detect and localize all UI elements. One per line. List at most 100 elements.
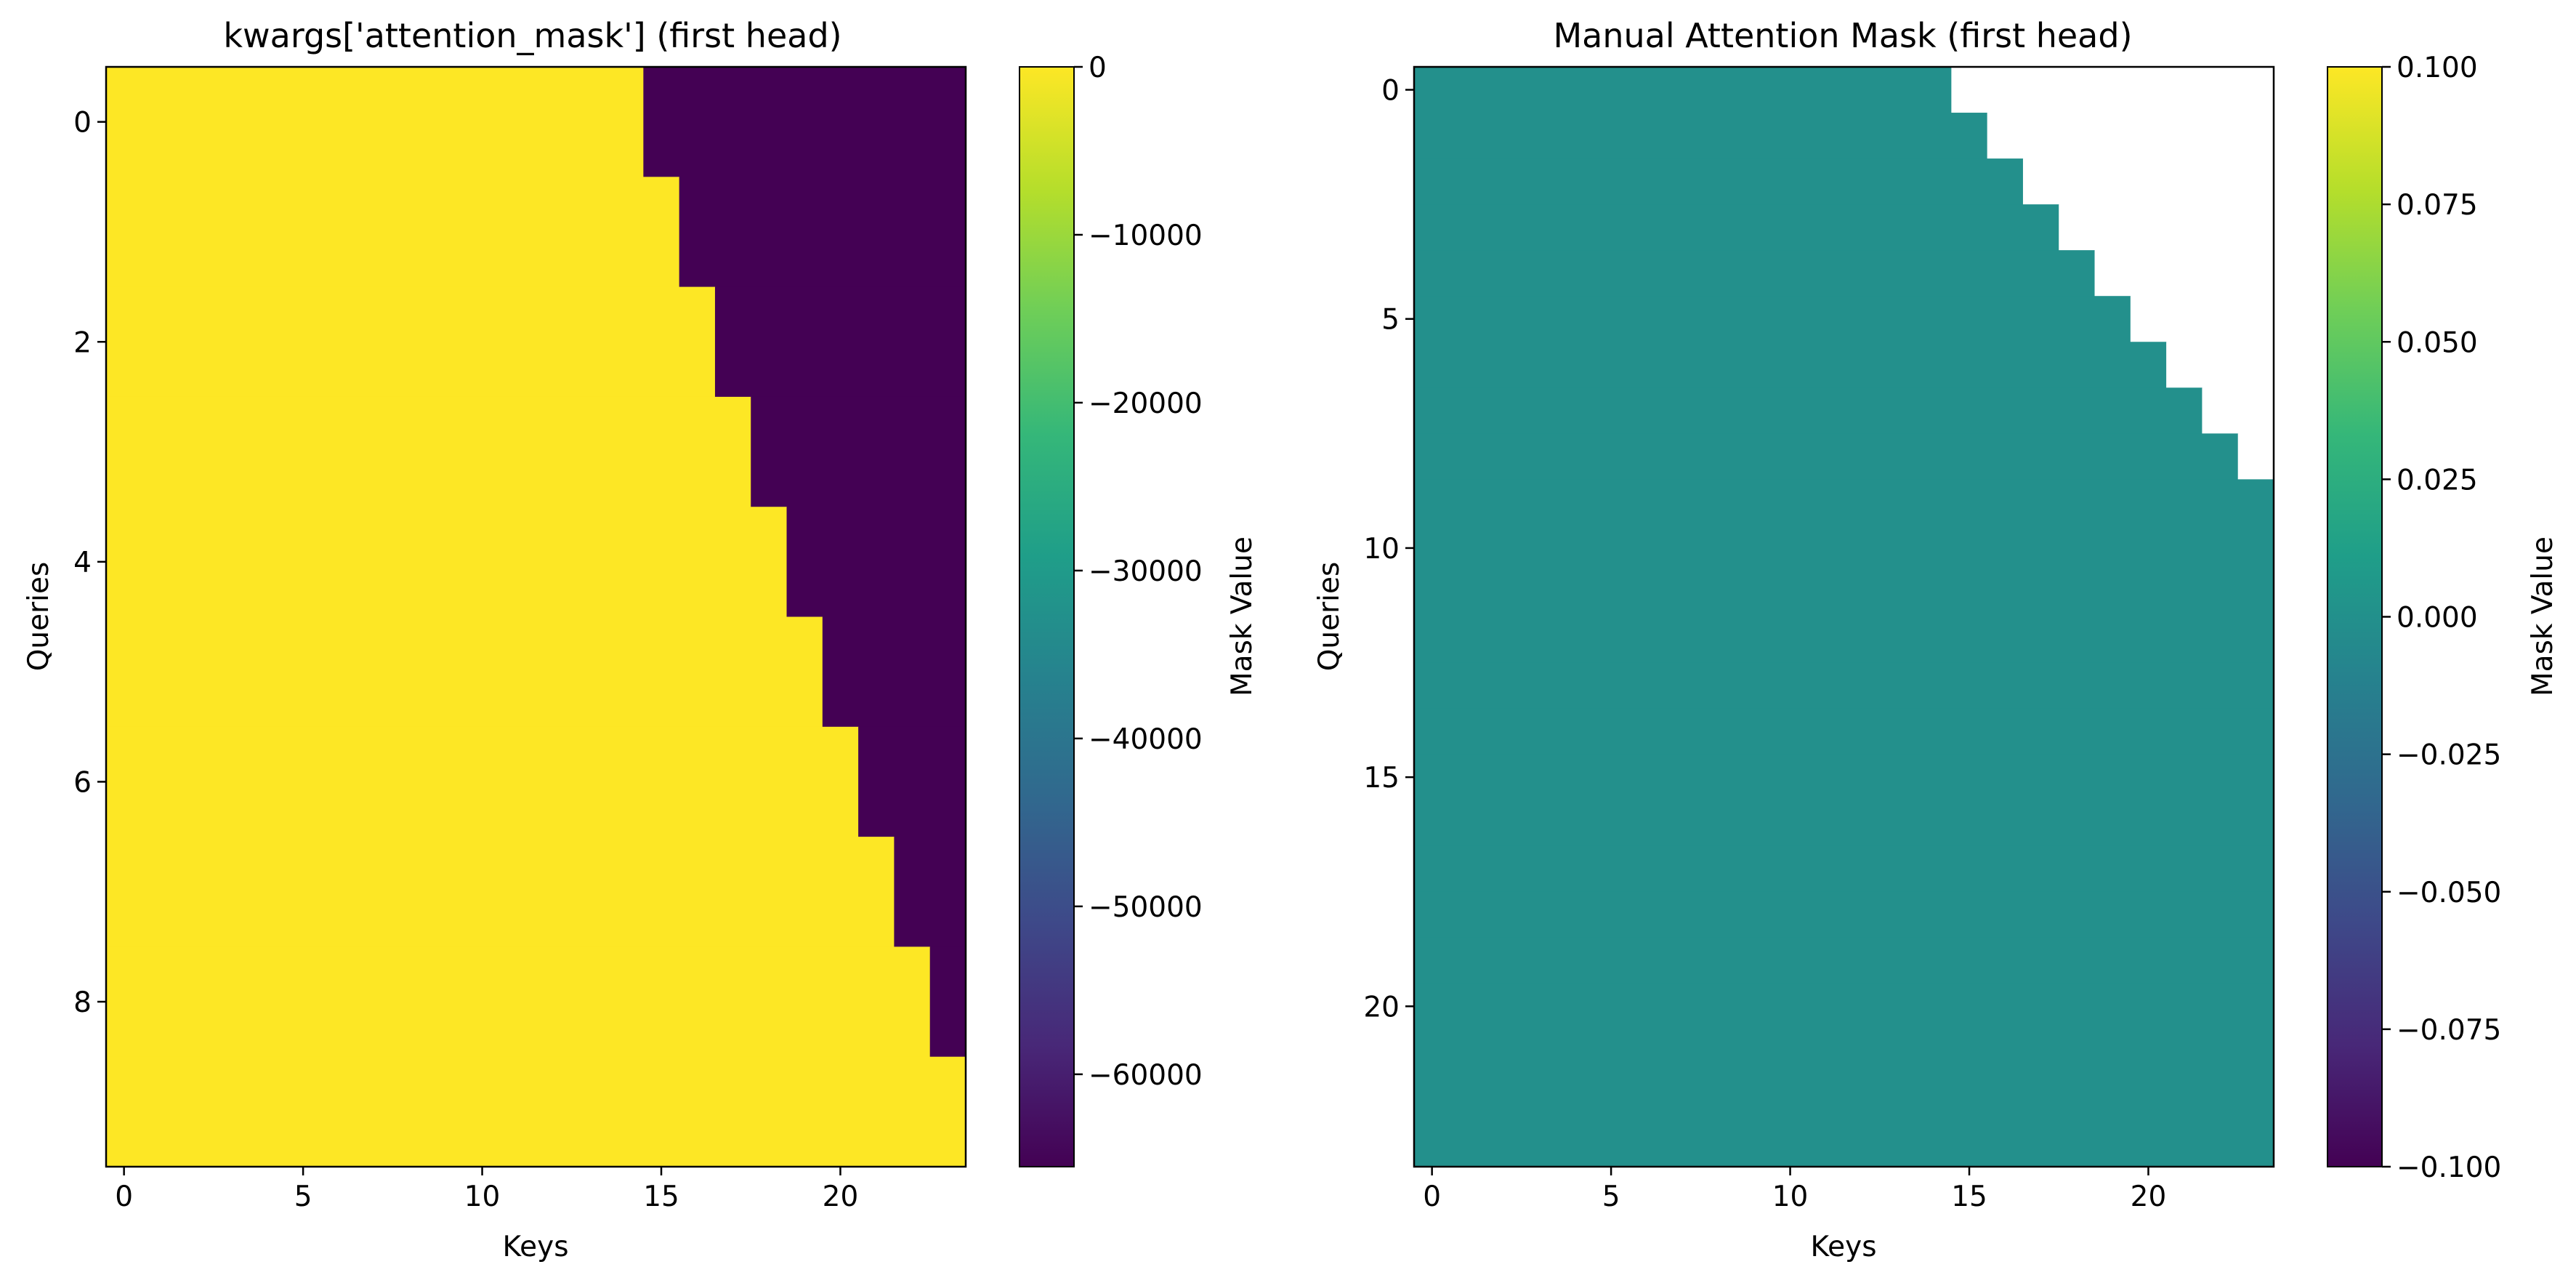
- colorbar-tick-label: −0.075: [2397, 1014, 2501, 1047]
- x-tick-label: 10: [1772, 1181, 1809, 1213]
- heatmap-cell-masked-row-5: [2130, 296, 2274, 342]
- y-tick-label: 6: [73, 766, 92, 799]
- heatmap-cell-allowed-row-5: [106, 616, 823, 728]
- heatmap-cell-masked-row-2: [714, 286, 966, 398]
- heatmap-cell-allowed-row-2: [1414, 158, 2024, 205]
- colorbar-tick-label: 0.100: [2397, 52, 2478, 84]
- heatmap-cell-allowed-row-12: [1414, 616, 2274, 664]
- heatmap-cell-allowed-row-19: [1414, 937, 2274, 984]
- heatmap-panel-2: Manual Attention Mask (first head) 0 5 10 1…: [1313, 16, 2559, 1263]
- heatmap-cell-allowed-row-11: [1414, 571, 2274, 618]
- heatmap-cell-allowed-row-4: [106, 507, 788, 618]
- colorbar-tick-label: −10000: [1089, 220, 1203, 252]
- heatmap-cell-masked-row-3: [751, 396, 966, 507]
- heatmap-cell-masked-row-4: [786, 507, 966, 618]
- x-tick-label: 20: [823, 1181, 859, 1213]
- colorbar-ticks-1: 0 −10000 −20000 −30000 −40000 −50000 −60000: [1074, 52, 1203, 1092]
- colorbar-label-2: Mask Value: [2527, 536, 2559, 696]
- y-tick-label: 0: [73, 107, 92, 140]
- heatmap-cell-allowed-row-6: [106, 726, 859, 837]
- x-tick-label: 15: [643, 1181, 679, 1213]
- heatmap-cell-masked-row-1: [679, 177, 966, 288]
- colorbar-tick-label: 0.000: [2397, 602, 2478, 635]
- x-tick-label: 0: [1423, 1181, 1441, 1213]
- heatmap-cell-allowed-row-3: [1414, 204, 2059, 251]
- x-axis-label-1: Keys: [502, 1231, 568, 1263]
- x-tick-label: 20: [2131, 1181, 2167, 1213]
- heatmap-cell-masked-row-6: [2166, 342, 2274, 388]
- colorbar-tick-label: −0.100: [2397, 1151, 2501, 1184]
- heatmap-cell-allowed-row-10: [1414, 525, 2274, 572]
- y-tick-label: 5: [1381, 304, 1400, 337]
- y-tick-label: 15: [1363, 762, 1400, 795]
- axes-frame-1: [105, 65, 967, 1168]
- x-tick-label: 0: [115, 1181, 133, 1213]
- colorbar-tick-label: −0.050: [2397, 877, 2501, 909]
- y-axis-ticks-2: 0 5 10 15 20: [1363, 75, 1414, 1023]
- heatmap-cell-allowed-row-7: [106, 837, 895, 947]
- heatmap-cell-masked-row-5: [822, 616, 966, 728]
- colorbar-ticks-2: 0.100 0.075 0.050 0.025 0.000 −0.025 −0.050 −0.…: [2382, 52, 2501, 1184]
- heatmap-cell-allowed-row-15: [1414, 754, 2274, 801]
- axes-frame-2: [1413, 65, 2275, 1168]
- heatmap-cell-allowed-row-1: [1414, 113, 1988, 159]
- colorbar-2: [2327, 66, 2383, 1167]
- colorbar-1: [1019, 66, 1075, 1167]
- chart-title-2: Manual Attention Mask (first head): [1553, 16, 2132, 55]
- heatmap-cell-allowed-row-23: [1414, 1120, 2274, 1167]
- heatmap-cell-masked-row-8: [2237, 433, 2274, 480]
- heatmap-cell-allowed-row-3: [106, 396, 751, 507]
- y-tick-label: 0: [1381, 75, 1400, 108]
- heatmap-cell-allowed-row-16: [1414, 800, 2274, 847]
- heatmap-cell-masked-row-1: [1987, 113, 2274, 159]
- heatmap-cell-allowed-row-4: [1414, 250, 2096, 297]
- heatmap-cell-allowed-row-2: [106, 286, 716, 398]
- y-tick-label: 8: [73, 986, 92, 1019]
- x-axis-ticks-1: 0 5 10 15 20: [115, 1167, 858, 1213]
- heatmap-cell-masked-row-2: [2022, 158, 2274, 205]
- heatmap-cell-masked-row-3: [2059, 204, 2274, 251]
- heatmap-cell-allowed-row-8: [1414, 433, 2239, 480]
- heatmap-cell-allowed-row-0: [106, 67, 644, 177]
- y-tick-label: 20: [1363, 991, 1400, 1023]
- heatmap-cell-masked-row-6: [858, 726, 966, 837]
- heatmap-cell-masked-row-7: [894, 837, 966, 947]
- heatmap-cell-allowed-row-13: [1414, 662, 2274, 709]
- x-axis-label-2: Keys: [1810, 1231, 1876, 1263]
- heatmap-cell-allowed-row-6: [1414, 342, 2167, 388]
- heatmap-cell-allowed-row-9: [106, 1056, 966, 1167]
- colorbar-tick-label: 0: [1089, 52, 1107, 84]
- heatmap-cell-masked-row-7: [2202, 387, 2274, 434]
- heatmap-cell-allowed-row-0: [1414, 67, 1952, 113]
- heatmap-panel-1: kwargs['attention_mask'] (first head) 0 5…: [23, 16, 1259, 1263]
- heatmap-cell-allowed-row-8: [106, 946, 931, 1058]
- colorbar-label-1: Mask Value: [1226, 536, 1259, 696]
- y-axis-label-1: Queries: [23, 562, 55, 672]
- y-tick-label: 2: [73, 326, 92, 359]
- colorbar-tick-label: −40000: [1089, 723, 1203, 756]
- heatmap-cell-allowed-row-22: [1414, 1074, 2274, 1122]
- colorbar-tick-label: 0.050: [2397, 326, 2478, 359]
- x-axis-ticks-2: 0 5 10 15 20: [1423, 1167, 2166, 1213]
- x-tick-label: 5: [294, 1181, 312, 1213]
- colorbar-tick-label: −30000: [1089, 555, 1203, 588]
- y-tick-label: 4: [73, 547, 92, 579]
- heatmap-cell-allowed-row-18: [1414, 891, 2274, 938]
- chart-title-1: kwargs['attention_mask'] (first head): [223, 16, 841, 55]
- heatmap-cell-allowed-row-14: [1414, 708, 2274, 755]
- colorbar-tick-label: −0.025: [2397, 739, 2501, 772]
- x-tick-label: 5: [1602, 1181, 1620, 1213]
- colorbar-tick-label: 0.025: [2397, 464, 2478, 496]
- x-tick-label: 10: [464, 1181, 501, 1213]
- heatmap-cell-allowed-row-9: [1414, 479, 2274, 526]
- heatmap-cells-2: [1414, 67, 2274, 1167]
- x-tick-label: 15: [1951, 1181, 1987, 1213]
- heatmap-cells-1: [106, 67, 966, 1167]
- colorbar-tick-label: −50000: [1089, 891, 1203, 924]
- colorbar-tick-label: −60000: [1089, 1059, 1203, 1092]
- colorbar-tick-label: −20000: [1089, 387, 1203, 420]
- heatmap-cell-allowed-row-21: [1414, 1029, 2274, 1076]
- heatmap-cell-allowed-row-1: [106, 177, 680, 288]
- heatmap-cell-allowed-row-5: [1414, 296, 2131, 342]
